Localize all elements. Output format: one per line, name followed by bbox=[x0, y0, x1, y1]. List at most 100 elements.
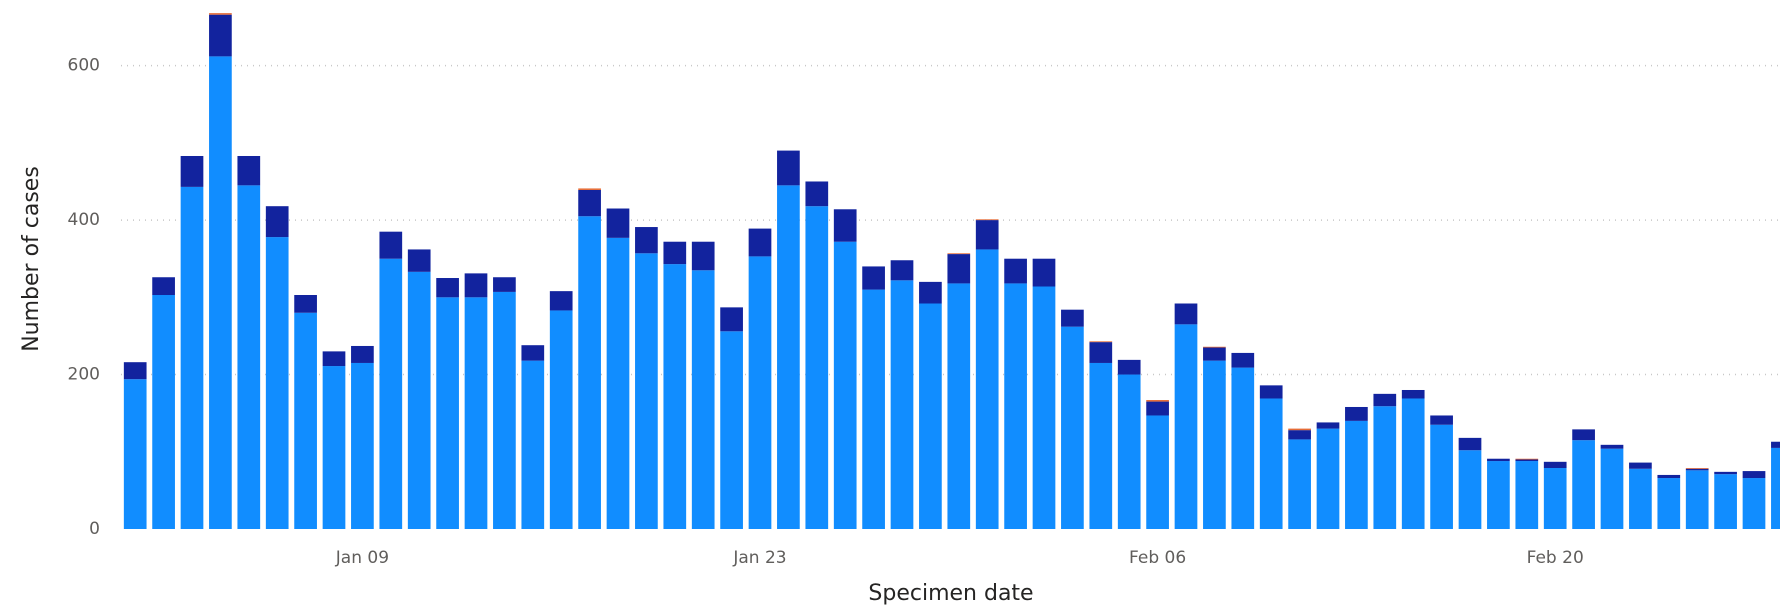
bar-segment bbox=[152, 277, 175, 296]
bar-segment bbox=[1714, 471, 1737, 475]
bar-segment bbox=[1629, 468, 1652, 529]
bar-segment bbox=[521, 360, 545, 529]
bar-segment bbox=[748, 228, 772, 257]
bar-segment bbox=[1089, 342, 1113, 363]
bar-segment bbox=[1714, 474, 1737, 529]
bar-segment bbox=[1742, 478, 1766, 529]
bar-segment bbox=[663, 264, 687, 529]
bar-segment bbox=[265, 237, 289, 530]
bar-segment bbox=[1373, 393, 1397, 407]
bar-segment bbox=[237, 185, 261, 529]
x-axis-title: Specimen date bbox=[868, 581, 1033, 606]
bar-segment bbox=[663, 241, 687, 265]
x-tick-label: Feb 20 bbox=[1527, 548, 1584, 568]
bar-segment bbox=[1600, 444, 1624, 449]
bar-segment bbox=[1316, 428, 1340, 529]
bar-segment bbox=[1685, 468, 1709, 471]
bar-segment bbox=[209, 56, 232, 529]
y-tick-label: 200 bbox=[68, 365, 100, 385]
y-tick-label: 0 bbox=[89, 519, 100, 539]
bar-segment bbox=[436, 278, 459, 298]
bar-segment bbox=[1231, 352, 1255, 368]
bar-segment bbox=[833, 241, 857, 529]
bar-segment bbox=[947, 254, 971, 284]
bar-segment bbox=[493, 291, 516, 529]
bar-segment bbox=[1288, 430, 1311, 440]
bar-segment bbox=[691, 270, 715, 529]
bar-segment bbox=[691, 241, 715, 271]
bar-segment bbox=[919, 281, 942, 304]
bar-segment bbox=[1515, 458, 1539, 460]
bar-segment bbox=[833, 209, 857, 242]
y-axis-title: Number of cases bbox=[19, 166, 44, 352]
bar-segment bbox=[1089, 362, 1113, 529]
bar-segment bbox=[1742, 471, 1766, 479]
bar-segment bbox=[1146, 415, 1169, 529]
bar-segment bbox=[1345, 420, 1368, 529]
bar-segment bbox=[1117, 374, 1141, 529]
bar-segment bbox=[1345, 406, 1368, 421]
bar-segment bbox=[1004, 283, 1027, 529]
bar-segment bbox=[180, 186, 204, 530]
bar-segment bbox=[1203, 347, 1226, 361]
bar-segment bbox=[805, 206, 829, 530]
bar-segment bbox=[1430, 424, 1453, 529]
bar-segment bbox=[1203, 346, 1226, 348]
bar-segment bbox=[123, 362, 147, 380]
bar-segment bbox=[805, 181, 829, 207]
x-tick-label: Jan 23 bbox=[732, 548, 786, 568]
bar-segment bbox=[351, 345, 374, 363]
bar-segment bbox=[493, 277, 516, 292]
bar-segment bbox=[464, 297, 488, 529]
x-tick-label: Jan 09 bbox=[335, 548, 389, 568]
bar-segment bbox=[1288, 439, 1311, 529]
bar-segment bbox=[720, 331, 743, 529]
bar-segment bbox=[237, 155, 261, 186]
bar-segment bbox=[1316, 422, 1340, 429]
bar-segment bbox=[1685, 470, 1709, 529]
bar-segment bbox=[152, 295, 175, 529]
bar-segment bbox=[549, 291, 573, 311]
bar-segment bbox=[975, 219, 999, 221]
bar-segment bbox=[1089, 341, 1113, 343]
bar-segment bbox=[578, 188, 601, 190]
bar-segment bbox=[1061, 309, 1084, 327]
bar-segment bbox=[407, 271, 431, 529]
bar-segment bbox=[1458, 437, 1482, 451]
bar-segment bbox=[1032, 286, 1056, 529]
bar-segment bbox=[1259, 398, 1283, 529]
bar-segment bbox=[1174, 324, 1198, 529]
bar-segment bbox=[322, 366, 346, 529]
bar-segment bbox=[1231, 367, 1255, 529]
bar-segment bbox=[720, 307, 743, 332]
bar-segment bbox=[322, 351, 346, 367]
bar-segment bbox=[1515, 461, 1539, 529]
bar-segment bbox=[294, 295, 317, 313]
bar-segment bbox=[407, 249, 431, 272]
bar-segment bbox=[1458, 450, 1482, 529]
bar-segment bbox=[1572, 429, 1595, 441]
bar-segment bbox=[947, 283, 971, 529]
bar-segment bbox=[1771, 441, 1780, 448]
bar-segment bbox=[1004, 258, 1027, 284]
bar-segment bbox=[123, 379, 147, 529]
bar-segment bbox=[635, 227, 658, 254]
bar-segment bbox=[777, 185, 800, 529]
bar-segment bbox=[1515, 459, 1539, 462]
bar-segment bbox=[947, 253, 971, 255]
bar-segment bbox=[1259, 385, 1283, 399]
bar-segment bbox=[635, 253, 658, 529]
bar-segment bbox=[1288, 428, 1311, 431]
bar-segment bbox=[606, 237, 630, 529]
bar-segment bbox=[1657, 474, 1681, 479]
bar-segment bbox=[549, 310, 573, 529]
bar-segment bbox=[578, 216, 601, 529]
bar-segment bbox=[351, 362, 374, 529]
bar-segment bbox=[379, 231, 403, 259]
bar-segment bbox=[777, 150, 800, 186]
bar-segment bbox=[521, 345, 545, 361]
bar-segment bbox=[436, 297, 459, 529]
y-tick-label: 600 bbox=[68, 56, 100, 76]
bar-segment bbox=[1401, 398, 1425, 529]
